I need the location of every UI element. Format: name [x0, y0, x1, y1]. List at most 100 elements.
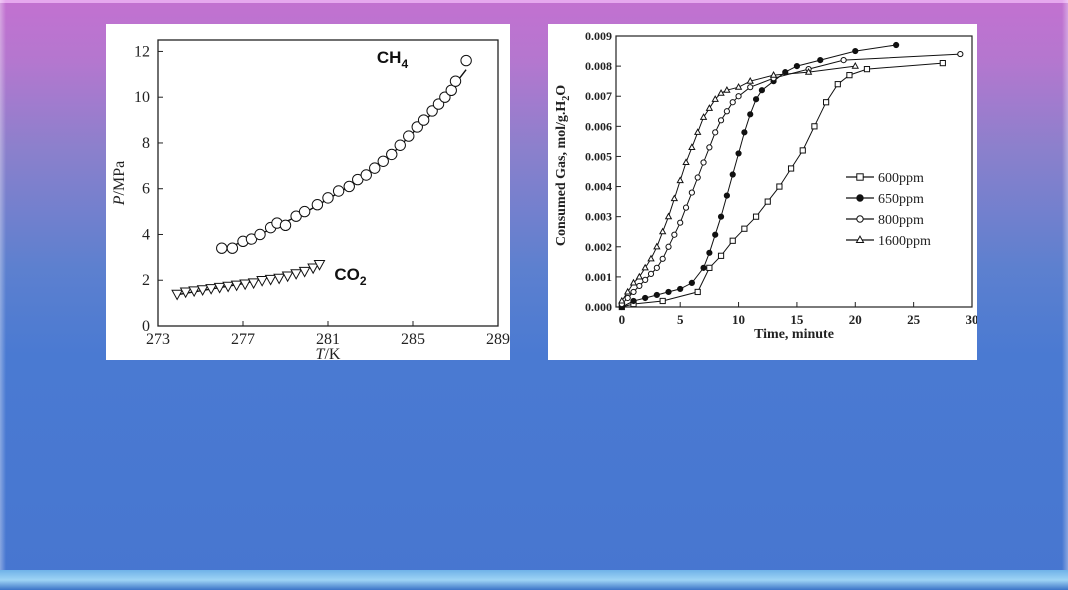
series-800ppm: [618, 50, 964, 308]
series-co2: [171, 260, 326, 301]
legend-item-1600ppm: 1600ppm: [846, 234, 931, 249]
data-point: [776, 183, 783, 190]
data-point: [636, 282, 643, 290]
y-axis-label-var: P: [111, 195, 128, 206]
data-point: [377, 155, 389, 167]
data-point: [659, 255, 666, 262]
plot-frame: [157, 39, 499, 327]
data-point: [769, 70, 778, 78]
y-tick-label: 10: [134, 89, 150, 106]
data-point: [671, 231, 678, 238]
data-point: [811, 123, 818, 130]
data-point: [676, 176, 684, 184]
data-point: [226, 242, 239, 254]
data-point: [706, 249, 713, 256]
data-point: [711, 95, 719, 102]
data-point: [247, 278, 260, 290]
legend-item-800ppm: 800ppm: [846, 213, 924, 228]
data-point: [171, 289, 184, 301]
data-point: [717, 89, 725, 96]
data-point: [693, 128, 702, 135]
data-point: [764, 198, 771, 205]
data-point: [682, 204, 690, 211]
annotation-ch4: CH4: [377, 48, 409, 71]
y-tick-label: 0.001: [585, 270, 612, 284]
legend-label: 800ppm: [878, 213, 924, 228]
legend-marker: [856, 173, 864, 181]
data-point: [659, 297, 666, 305]
data-point: [688, 143, 696, 150]
annotation-main: CH: [377, 48, 402, 67]
series-600ppm: [618, 60, 946, 311]
y-axis-label-subscript: 2: [561, 96, 572, 101]
legend-label: 650ppm: [878, 192, 924, 207]
data-point: [747, 84, 754, 91]
x-tick-label: 5: [677, 312, 684, 327]
y-tick-label: 0.002: [585, 240, 612, 254]
data-point: [682, 158, 690, 166]
data-point: [311, 199, 324, 211]
y-tick-label: 8: [142, 135, 150, 152]
x-tick-label: 25: [907, 312, 921, 327]
data-point: [677, 219, 684, 226]
slide-bottom-bar: [0, 570, 1068, 590]
data-point: [717, 117, 725, 124]
data-point: [239, 279, 252, 291]
series-1600ppm: [618, 61, 859, 304]
data-point: [623, 287, 632, 295]
data-point: [386, 148, 398, 161]
y-tick-label: 0.008: [585, 59, 612, 73]
data-point: [216, 242, 228, 254]
y-axis-label-unit: /MPa: [111, 161, 128, 196]
data-point: [723, 108, 730, 115]
data-point: [630, 288, 637, 296]
phase-equilibrium-chart-panel: 273 277 281 285 289 0 2 4 6 8 10 12 T/K P/MPa CH4 CO2: [106, 24, 510, 363]
data-point: [298, 266, 311, 278]
data-point: [624, 294, 631, 302]
data-point: [281, 271, 294, 283]
data-point: [230, 280, 243, 292]
x-tick-label: 281: [316, 331, 340, 348]
legend-marker: [856, 194, 864, 202]
data-point: [793, 63, 801, 70]
y-axis-label: Consumed Gas, mol/g.H2O: [554, 85, 572, 246]
legend-label: 600ppm: [878, 171, 924, 186]
data-point: [343, 180, 355, 193]
data-point: [712, 129, 719, 136]
legend-marker: [855, 235, 865, 244]
y-tick-label: 0.009: [585, 29, 612, 43]
data-point: [222, 281, 235, 293]
data-point: [417, 114, 430, 126]
y-tick-label: 0.000: [585, 300, 612, 314]
data-point: [403, 130, 415, 142]
data-point: [688, 189, 695, 196]
data-point: [279, 219, 292, 232]
data-point: [863, 66, 871, 73]
data-point: [642, 294, 649, 302]
data-point: [273, 273, 286, 285]
data-point: [706, 264, 713, 271]
data-point: [717, 213, 725, 220]
data-point: [694, 174, 701, 181]
x-axis-label-var: T: [316, 346, 326, 360]
legend-item-650ppm: 650ppm: [846, 192, 924, 207]
data-point: [717, 252, 725, 259]
consumed-gas-chart: 0 5 10 15 20 25 30 0.000 0.001 0.002 0.003 0.004 0.0…: [554, 29, 979, 342]
annotation-co2: CO2: [334, 265, 367, 288]
annotation-subscript: 2: [360, 274, 367, 288]
data-point: [647, 254, 655, 262]
legend-marker: [856, 215, 864, 223]
data-point: [851, 61, 859, 69]
data-point: [734, 83, 743, 90]
data-point: [747, 111, 754, 118]
data-point: [460, 54, 472, 67]
data-point: [630, 297, 637, 305]
y-axis-label-tail: O: [554, 85, 569, 96]
data-point: [213, 282, 226, 294]
x-tick-label: 0: [619, 312, 626, 327]
data-point: [752, 213, 760, 220]
data-point: [360, 169, 372, 181]
y-axis-label-main: Consumed Gas, mol/g.H: [554, 101, 569, 247]
data-point: [677, 285, 684, 293]
